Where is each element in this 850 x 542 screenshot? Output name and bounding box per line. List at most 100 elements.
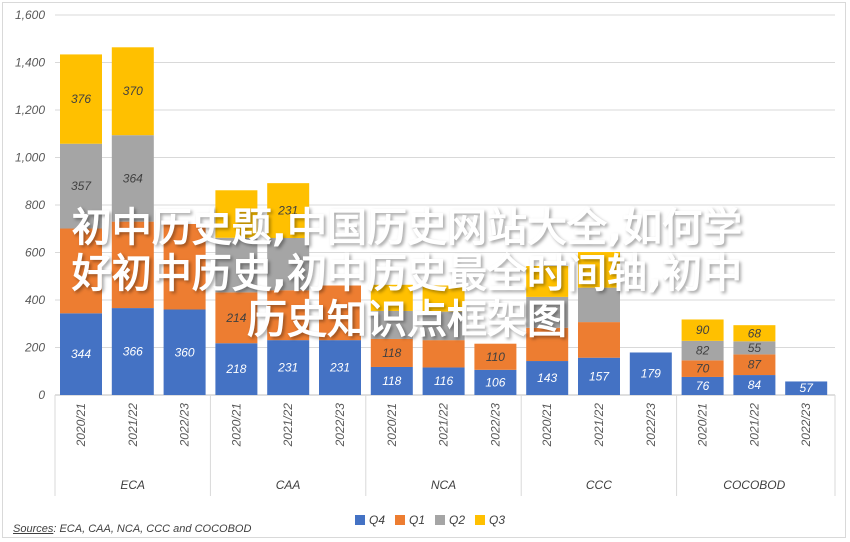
- bar-q4: [319, 340, 361, 395]
- bar-q2: [60, 143, 102, 229]
- x-category-label: 2022/23: [644, 403, 658, 448]
- data-label: 110: [486, 350, 505, 364]
- data-label: 90: [696, 323, 710, 337]
- x-category-label: 2021/22: [592, 403, 606, 448]
- bar-q1: [526, 327, 569, 362]
- bar-q4: [733, 375, 776, 395]
- x-category-label: 2021/22: [281, 403, 295, 448]
- data-label: 55: [748, 341, 762, 355]
- bar-q3: [370, 284, 413, 311]
- legend: Q4 Q1 Q2 Q3: [355, 512, 505, 528]
- data-label: 118: [382, 346, 401, 360]
- legend-item-q4: Q4: [355, 513, 385, 527]
- bar-q4: [370, 366, 413, 395]
- group-label: ECA: [120, 478, 145, 492]
- source-note: Sources: ECA, CAA, NCA, CCC and COCOBOD: [13, 523, 251, 535]
- bar-q2: [111, 135, 154, 222]
- bar-q4: [578, 357, 620, 395]
- bar-q3: [578, 252, 620, 288]
- data-label: 366: [123, 345, 143, 359]
- bar-q3: [733, 325, 776, 342]
- group-label: COCOBOD: [723, 478, 785, 492]
- bar-q2: [422, 311, 465, 341]
- x-category-label: 2020/21: [74, 403, 88, 447]
- data-label: 118: [382, 374, 401, 388]
- bar-q2: [267, 238, 310, 291]
- bar-q4: [474, 369, 517, 395]
- x-category-label: 2020/21: [229, 403, 243, 447]
- data-label: 357: [71, 179, 92, 193]
- bar-q1: [267, 290, 310, 341]
- bar-q2: [681, 340, 724, 361]
- x-category-label: 2022/23: [799, 403, 813, 448]
- x-category-label: 2021/22: [747, 403, 761, 448]
- legend-label: Q1: [409, 513, 426, 527]
- bar-q4: [526, 361, 569, 395]
- y-tick-label: 600: [25, 246, 45, 260]
- bar-q1: [319, 285, 361, 341]
- legend-swatch: [395, 515, 406, 525]
- x-category-label: 2022/23: [488, 403, 502, 448]
- data-label: 106: [485, 375, 505, 389]
- bar-q3: [681, 319, 724, 341]
- bar-q4: [629, 352, 672, 395]
- y-tick-label: 0: [38, 388, 45, 402]
- data-label: 82: [696, 344, 710, 358]
- bar-q2: [733, 341, 776, 355]
- data-label: 84: [748, 378, 762, 392]
- legend-label: Q2: [449, 513, 466, 527]
- data-label: 87: [748, 358, 763, 372]
- data-label: 143: [537, 371, 557, 385]
- legend-swatch: [435, 515, 446, 525]
- data-label: 70: [696, 362, 710, 376]
- stacked-bar-chart: 0 200 400 600 800 1,000 1,200 1,400 1,600 344 357 3…: [15, 8, 836, 496]
- legend-swatch: [475, 515, 486, 525]
- bar-q4: [111, 308, 154, 395]
- x-category-label: 2021/22: [437, 403, 451, 448]
- y-tick-label: 1,000: [15, 151, 45, 165]
- bar-q1: [474, 343, 517, 370]
- legend-item-q2: Q2: [435, 513, 465, 527]
- y-tick-label: 400: [25, 293, 45, 307]
- data-label: 179: [641, 367, 661, 381]
- bar-q1: [370, 338, 413, 367]
- x-category-label: 2022/23: [333, 403, 347, 448]
- data-label: 76: [696, 379, 710, 393]
- bar-q1: [578, 322, 620, 358]
- bar-q3: [422, 285, 465, 312]
- group-label: NCA: [431, 478, 456, 492]
- bar-q4: [215, 343, 258, 395]
- bar-q3: [267, 183, 310, 239]
- x-category-label: 2021/22: [126, 403, 140, 448]
- y-tick-label: 1,200: [15, 103, 45, 117]
- group-label: CAA: [276, 478, 301, 492]
- legend-label: Q4: [369, 513, 386, 527]
- y-tick-label: 800: [25, 198, 45, 212]
- bar-q4: [785, 381, 828, 395]
- legend-item-q3: Q3: [475, 513, 505, 527]
- y-tick-label: 1,600: [15, 8, 45, 22]
- bar-q1: [422, 340, 465, 368]
- legend-item-q1: Q1: [395, 513, 425, 527]
- data-label: 370: [123, 84, 143, 98]
- data-label: 360: [175, 345, 195, 359]
- y-tick-label: 1,400: [15, 56, 45, 70]
- bar-q1: [163, 224, 206, 310]
- bar-q1: [60, 228, 102, 314]
- bar-q3: [526, 266, 569, 297]
- y-tick-label: 200: [24, 341, 45, 355]
- x-category-label: 2020/21: [540, 403, 554, 447]
- bar-q3: [111, 47, 154, 136]
- data-label: 231: [277, 361, 298, 375]
- bar-q1: [215, 292, 258, 344]
- data-label: 344: [71, 347, 91, 361]
- data-label: 364: [123, 171, 143, 185]
- bar-q4: [163, 309, 206, 395]
- data-label: 157: [589, 369, 610, 383]
- data-label: 218: [225, 362, 246, 376]
- x-category-label: 2022/23: [178, 403, 192, 448]
- bar-q3: [215, 190, 258, 238]
- data-label: 214: [225, 311, 246, 325]
- data-label: 116: [434, 374, 453, 388]
